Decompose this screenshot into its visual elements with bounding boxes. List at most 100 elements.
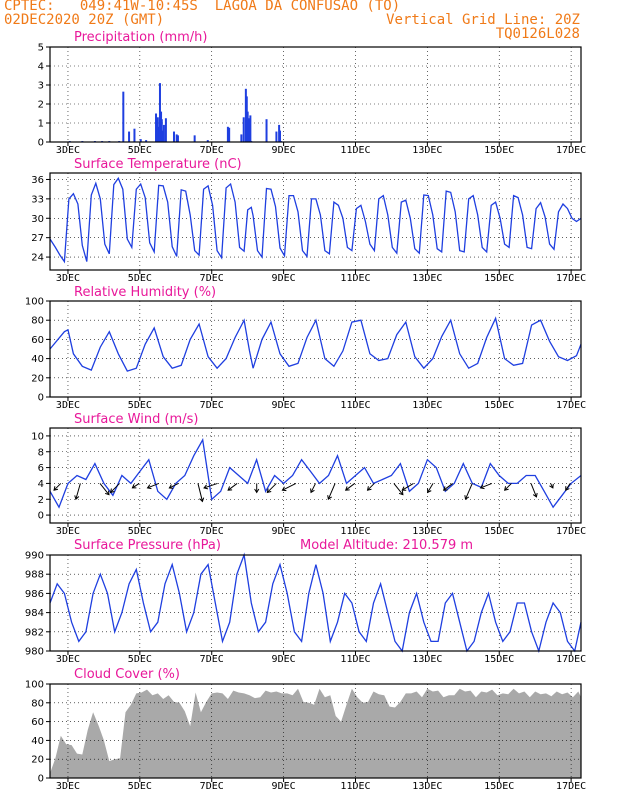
- x-tick-label: 13DEC: [412, 273, 442, 284]
- x-tick-label: 17DEC: [556, 781, 586, 792]
- x-tick-label: 11DEC: [340, 781, 370, 792]
- x-tick-label: 7DEC: [200, 526, 224, 537]
- x-tick-label: 11DEC: [340, 400, 370, 411]
- x-tick-label: 13DEC: [412, 526, 442, 537]
- wind-arrow-head: [310, 488, 315, 494]
- y-tick-label: 0: [38, 138, 44, 149]
- panel-title: Relative Humidity (%): [74, 285, 216, 300]
- wind-arrow: [504, 483, 512, 491]
- wind-arrow: [266, 483, 277, 493]
- cloud-cover-area: [50, 688, 581, 778]
- precip-bar: [206, 140, 209, 142]
- precip-bar: [145, 140, 148, 142]
- x-tick-label: 7DEC: [200, 273, 224, 284]
- x-tick-label: 7DEC: [200, 781, 224, 792]
- precip-bar: [161, 130, 164, 142]
- y-tick-label: 100: [25, 680, 44, 691]
- x-tick-label: 11DEC: [340, 273, 370, 284]
- panel-title: Precipitation (mm/h): [74, 30, 207, 45]
- wind-arrow-head: [53, 486, 59, 491]
- x-tick-label: 7DEC: [200, 400, 224, 411]
- y-tick-label: 2: [38, 495, 44, 506]
- panel-annotation: Model Altitude: 210.579 m: [300, 538, 473, 553]
- x-tick-label: 5DEC: [128, 781, 152, 792]
- panel-frame: [49, 683, 582, 779]
- series-line: [49, 316, 582, 372]
- precip-bar: [172, 131, 175, 142]
- y-tick-label: 8: [38, 447, 44, 458]
- wind-arrow: [203, 482, 218, 489]
- wind-arrow-head: [146, 484, 152, 490]
- panel-frame: [49, 554, 582, 652]
- wind-arrow: [530, 483, 537, 498]
- wind-arrow-head: [327, 495, 332, 501]
- precip-bar: [122, 91, 125, 142]
- header-grid-line: Vertical Grid Line: 20Z: [386, 12, 580, 28]
- x-tick-label: 9DEC: [272, 273, 296, 284]
- x-tick-label: 7DEC: [200, 145, 224, 156]
- panel-frame: [49, 172, 582, 271]
- x-tick-label: 13DEC: [412, 145, 442, 156]
- x-tick-label: 11DEC: [340, 654, 370, 665]
- y-tick-label: 20: [31, 373, 44, 384]
- precip-bar: [279, 130, 282, 142]
- x-tick-label: 17DEC: [556, 400, 586, 411]
- wind-arrow: [132, 483, 140, 489]
- x-tick-label: 15DEC: [484, 526, 514, 537]
- x-tick-label: 17DEC: [556, 145, 586, 156]
- y-tick-label: 60: [31, 717, 44, 728]
- x-tick-label: 17DEC: [556, 526, 586, 537]
- x-tick-label: 15DEC: [484, 654, 514, 665]
- y-tick-label: 0: [38, 393, 44, 404]
- x-tick-label: 3DEC: [56, 273, 80, 284]
- y-tick-label: 10: [31, 431, 44, 442]
- precip-bar: [175, 134, 178, 142]
- wind-arrow: [401, 482, 414, 491]
- wind-arrow-head: [105, 490, 110, 496]
- x-tick-label: 15DEC: [484, 781, 514, 792]
- wind-arrow-head: [401, 486, 407, 491]
- wind-arrow-head: [227, 486, 233, 491]
- x-tick-label: 5DEC: [128, 145, 152, 156]
- y-tick-label: 33: [31, 194, 44, 205]
- wind-arrow-head: [199, 497, 205, 503]
- panel-2: 24 27 30 33 36 3DEC 5DEC 7DEC 9DEC 11DEC 13DEC 15DE…: [31, 157, 586, 284]
- wind-arrow-head: [131, 484, 137, 489]
- y-tick-label: 36: [31, 175, 44, 186]
- wind-arrow: [443, 483, 453, 491]
- panel-title: Cloud Cover (%): [74, 667, 180, 682]
- wind-arrow-head: [549, 483, 554, 489]
- panel-frame: [49, 427, 582, 524]
- y-tick-label: 60: [31, 335, 44, 346]
- wind-arrow: [227, 483, 238, 491]
- y-tick-label: 4: [38, 62, 44, 73]
- precip-bar: [228, 127, 231, 142]
- x-tick-label: 3DEC: [56, 654, 80, 665]
- x-tick-label: 13DEC: [412, 400, 442, 411]
- y-tick-label: 4: [38, 479, 44, 490]
- precip-bar: [164, 118, 167, 142]
- wind-arrow: [393, 483, 404, 495]
- precip-bar: [240, 134, 243, 142]
- y-tick-label: 980: [25, 647, 44, 658]
- x-tick-label: 3DEC: [56, 781, 80, 792]
- x-tick-label: 15DEC: [484, 273, 514, 284]
- y-tick-label: 982: [25, 627, 44, 638]
- header-date: 02DEC2020 20Z (GMT): [4, 12, 165, 28]
- wind-arrow-head: [427, 488, 432, 494]
- x-tick-label: 9DEC: [272, 526, 296, 537]
- x-tick-label: 13DEC: [412, 654, 442, 665]
- series-line: [49, 176, 582, 264]
- wind-arrow-head: [366, 486, 372, 491]
- y-tick-label: 988: [25, 570, 44, 581]
- y-tick-label: 1: [38, 119, 44, 130]
- wind-arrow: [427, 483, 434, 493]
- wind-arrow: [110, 483, 120, 493]
- x-tick-label: 9DEC: [272, 781, 296, 792]
- x-tick-label: 3DEC: [56, 526, 80, 537]
- x-tick-label: 5DEC: [128, 654, 152, 665]
- x-tick-label: 5DEC: [128, 273, 152, 284]
- panel-6: 0 20 40 60 80 100 3DEC 5DEC 7DEC 9DEC 11DEC 13DEC 15…: [25, 667, 586, 792]
- wind-arrow: [282, 482, 297, 491]
- y-tick-label: 20: [31, 755, 44, 766]
